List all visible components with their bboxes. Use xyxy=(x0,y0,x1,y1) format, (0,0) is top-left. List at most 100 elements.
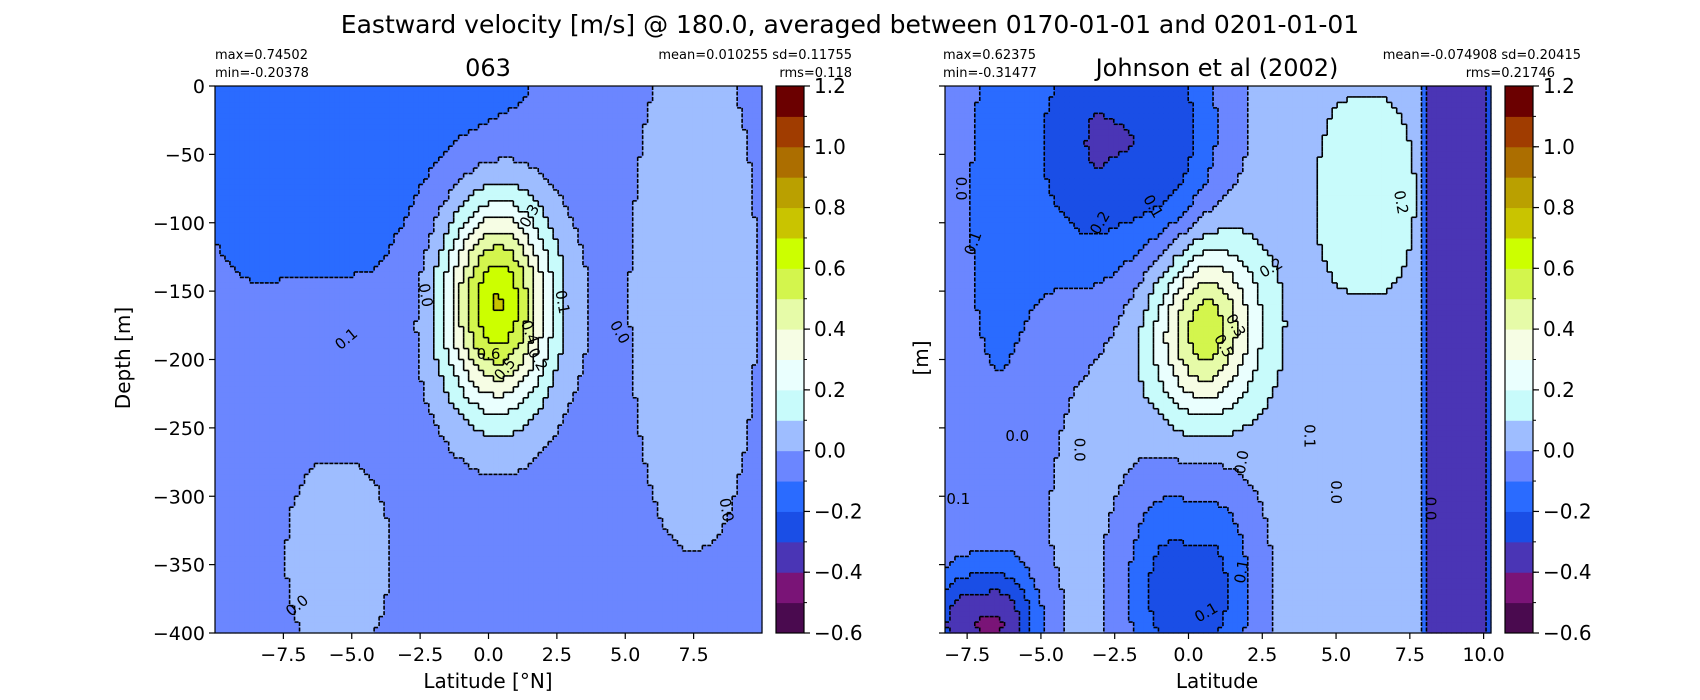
field-cell xyxy=(260,157,266,163)
field-cell xyxy=(727,288,733,294)
field-cell xyxy=(309,299,315,305)
field-cell xyxy=(553,163,559,169)
field-cell xyxy=(379,168,385,174)
field-cell xyxy=(389,245,395,251)
field-cell xyxy=(484,217,490,223)
field-cell xyxy=(240,239,246,245)
field-cell xyxy=(230,223,236,229)
field-cell xyxy=(687,91,693,97)
field-cell xyxy=(314,327,320,333)
field-cell xyxy=(558,228,564,234)
field-cell xyxy=(747,146,753,152)
field-cell xyxy=(643,217,649,223)
field-cell xyxy=(513,272,519,278)
field-cell xyxy=(493,168,499,174)
field-cell xyxy=(663,250,669,256)
field-cell xyxy=(265,223,271,229)
field-cell xyxy=(319,206,325,212)
field-cell xyxy=(399,310,405,316)
field-cell xyxy=(593,217,599,223)
field-cell xyxy=(230,206,236,212)
field-cell xyxy=(583,102,589,108)
field-cell xyxy=(623,97,629,103)
field-cell xyxy=(648,124,654,130)
field-cell xyxy=(349,113,355,119)
field-cell xyxy=(653,294,659,300)
field-cell xyxy=(663,288,669,294)
field-cell xyxy=(583,245,589,251)
field-cell xyxy=(752,86,758,92)
field-cell xyxy=(379,157,385,163)
field-cell xyxy=(394,305,400,311)
field-cell xyxy=(434,190,440,196)
field-cell xyxy=(399,102,405,108)
field-cell xyxy=(230,250,236,256)
field-cell xyxy=(444,157,450,163)
field-cell xyxy=(593,91,599,97)
field-cell xyxy=(663,119,669,125)
field-cell xyxy=(220,163,226,169)
field-cell xyxy=(707,102,713,108)
field-cell xyxy=(668,163,674,169)
field-cell xyxy=(250,124,256,130)
field-cell xyxy=(404,163,410,169)
field-cell xyxy=(528,141,534,147)
field-cell xyxy=(364,234,370,240)
field-cell xyxy=(369,119,375,125)
field-cell xyxy=(459,97,465,103)
field-cell xyxy=(568,135,574,141)
field-cell xyxy=(663,163,669,169)
field-cell xyxy=(707,228,713,234)
field-cell xyxy=(682,228,688,234)
field-cell xyxy=(543,119,549,125)
field-cell xyxy=(305,119,311,125)
field-cell xyxy=(553,91,559,97)
field-cell xyxy=(419,141,425,147)
field-cell xyxy=(613,250,619,256)
field-cell xyxy=(543,239,549,245)
field-cell xyxy=(339,267,345,273)
field-cell xyxy=(265,91,271,97)
field-cell xyxy=(742,327,748,333)
field-cell xyxy=(245,294,251,300)
field-cell xyxy=(727,272,733,278)
field-cell xyxy=(354,174,360,180)
field-cell xyxy=(300,316,306,322)
field-cell xyxy=(305,261,311,267)
field-cell xyxy=(588,250,594,256)
field-cell xyxy=(479,245,485,251)
field-cell xyxy=(638,316,644,322)
field-cell xyxy=(220,91,226,97)
field-cell xyxy=(414,91,420,97)
field-cell xyxy=(598,223,604,229)
field-cell xyxy=(364,113,370,119)
field-cell xyxy=(329,130,335,136)
field-cell xyxy=(618,184,624,190)
field-cell xyxy=(235,195,241,201)
field-cell xyxy=(677,283,683,289)
field-cell xyxy=(638,190,644,196)
field-cell xyxy=(265,163,271,169)
field-cell xyxy=(434,310,440,316)
field-cell xyxy=(717,163,723,169)
field-cell xyxy=(349,206,355,212)
field-cell xyxy=(573,245,579,251)
field-cell xyxy=(663,261,669,267)
field-cell xyxy=(414,223,420,229)
field-cell xyxy=(354,245,360,251)
field-cell xyxy=(508,124,514,130)
field-cell xyxy=(563,102,569,108)
field-cell xyxy=(568,113,574,119)
field-cell xyxy=(598,228,604,234)
field-cell xyxy=(707,305,713,311)
field-cell xyxy=(300,130,306,136)
field-cell xyxy=(598,146,604,152)
field-cell xyxy=(324,256,330,262)
field-cell xyxy=(270,190,276,196)
field-cell xyxy=(737,163,743,169)
field-cell xyxy=(260,201,266,207)
field-cell xyxy=(533,86,539,92)
field-cell xyxy=(752,91,758,97)
field-cell xyxy=(573,168,579,174)
field-cell xyxy=(493,102,499,108)
